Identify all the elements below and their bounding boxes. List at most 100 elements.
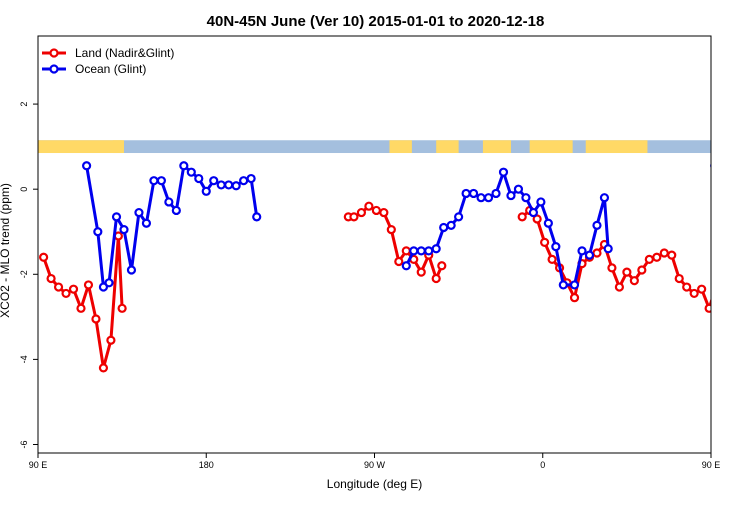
- data-point: [513, 184, 524, 194]
- land-band-segment: [529, 140, 573, 154]
- data-point: [117, 303, 127, 313]
- data-point: [446, 220, 456, 230]
- data-point: [76, 303, 86, 313]
- data-point: [246, 173, 256, 184]
- data-point: [46, 273, 56, 284]
- data-point: [674, 273, 684, 284]
- data-point: [468, 188, 479, 199]
- data-point: [356, 207, 367, 218]
- data-point: [528, 207, 539, 218]
- x-axis-label: Longitude (deg E): [327, 477, 422, 491]
- data-point: [743, 232, 750, 239]
- y-axis-label: XCO2 - MLO trend (ppm): [0, 183, 12, 318]
- legend-marker: [49, 48, 59, 58]
- data-point: [53, 282, 64, 292]
- data-point: [577, 246, 587, 256]
- data-point: [224, 180, 234, 190]
- data-point: [629, 276, 639, 286]
- land-band-segment: [482, 140, 511, 154]
- data-point: [722, 228, 729, 235]
- data-point: [569, 293, 580, 303]
- data-point: [431, 244, 441, 254]
- data-point: [416, 267, 426, 277]
- data-point: [61, 288, 71, 299]
- data-point: [68, 284, 79, 294]
- data-point: [126, 265, 137, 275]
- data-point: [209, 176, 219, 186]
- data-point: [93, 227, 103, 237]
- data-point: [231, 181, 241, 191]
- data-point: [91, 314, 101, 324]
- x-tick-label: 90 E: [29, 460, 48, 470]
- data-point: [532, 214, 542, 224]
- data-point: [156, 176, 166, 186]
- x-axis: 90 E 180 90 W 0 90 E: [29, 453, 720, 470]
- data-point: [111, 212, 122, 222]
- data-point: [713, 281, 720, 288]
- plot-frame: [37, 35, 712, 454]
- data-point: [171, 205, 181, 216]
- data-point: [424, 246, 434, 256]
- data-point: [721, 315, 728, 322]
- series-line: [715, 166, 750, 287]
- data-point: [547, 254, 557, 264]
- data-point: [607, 263, 617, 273]
- y-tick-label: 0: [19, 187, 29, 192]
- data-point: [710, 163, 711, 169]
- data-point: [201, 186, 211, 196]
- data-point: [104, 278, 114, 288]
- y-tick-label: -4: [19, 355, 29, 363]
- data-point: [728, 364, 735, 371]
- y-tick-label: -6: [19, 440, 29, 448]
- data-point: [682, 282, 692, 292]
- data-point: [506, 190, 516, 201]
- x-tick-label: 180: [199, 460, 214, 470]
- data-point: [603, 244, 613, 254]
- series-line: [521, 208, 711, 310]
- series-layer: [39, 161, 750, 373]
- data-point: [592, 248, 602, 258]
- legend-label: Land (Nadir&Glint): [75, 46, 174, 60]
- series-line: [42, 234, 124, 370]
- data-point: [239, 176, 249, 186]
- data-point: [179, 161, 189, 171]
- data-point: [164, 197, 174, 207]
- series-land: [39, 201, 750, 373]
- data-point: [659, 248, 669, 258]
- data-point: [98, 363, 109, 373]
- data-point: [416, 246, 426, 256]
- data-point: [652, 252, 662, 262]
- data-point: [349, 212, 359, 222]
- data-point: [551, 242, 561, 252]
- y-tick-label: 2: [19, 102, 29, 107]
- data-point: [216, 180, 226, 190]
- data-point: [498, 167, 509, 177]
- data-point: [736, 337, 743, 344]
- data-point: [741, 213, 748, 220]
- data-point: [599, 193, 610, 203]
- legend-marker: [49, 64, 59, 74]
- data-point: [476, 193, 486, 203]
- y-tick-label: -2: [19, 270, 29, 278]
- data-point: [558, 280, 568, 290]
- data-point: [584, 250, 595, 260]
- data-point: [439, 222, 449, 233]
- data-point: [461, 188, 471, 199]
- data-point: [540, 237, 550, 247]
- data-point: [728, 284, 735, 291]
- x-tick-label: 90 W: [364, 460, 386, 470]
- data-point: [431, 273, 441, 284]
- data-point: [401, 261, 411, 271]
- data-point: [82, 161, 92, 171]
- land-band-segment: [585, 140, 648, 154]
- data-point: [141, 218, 152, 228]
- data-point: [454, 212, 464, 222]
- data-point: [734, 279, 741, 286]
- data-point: [401, 246, 411, 256]
- data-point: [119, 225, 129, 235]
- series-ocean: [82, 161, 750, 292]
- data-point: [667, 250, 677, 260]
- land-band-segment: [38, 140, 123, 154]
- data-point: [149, 176, 159, 186]
